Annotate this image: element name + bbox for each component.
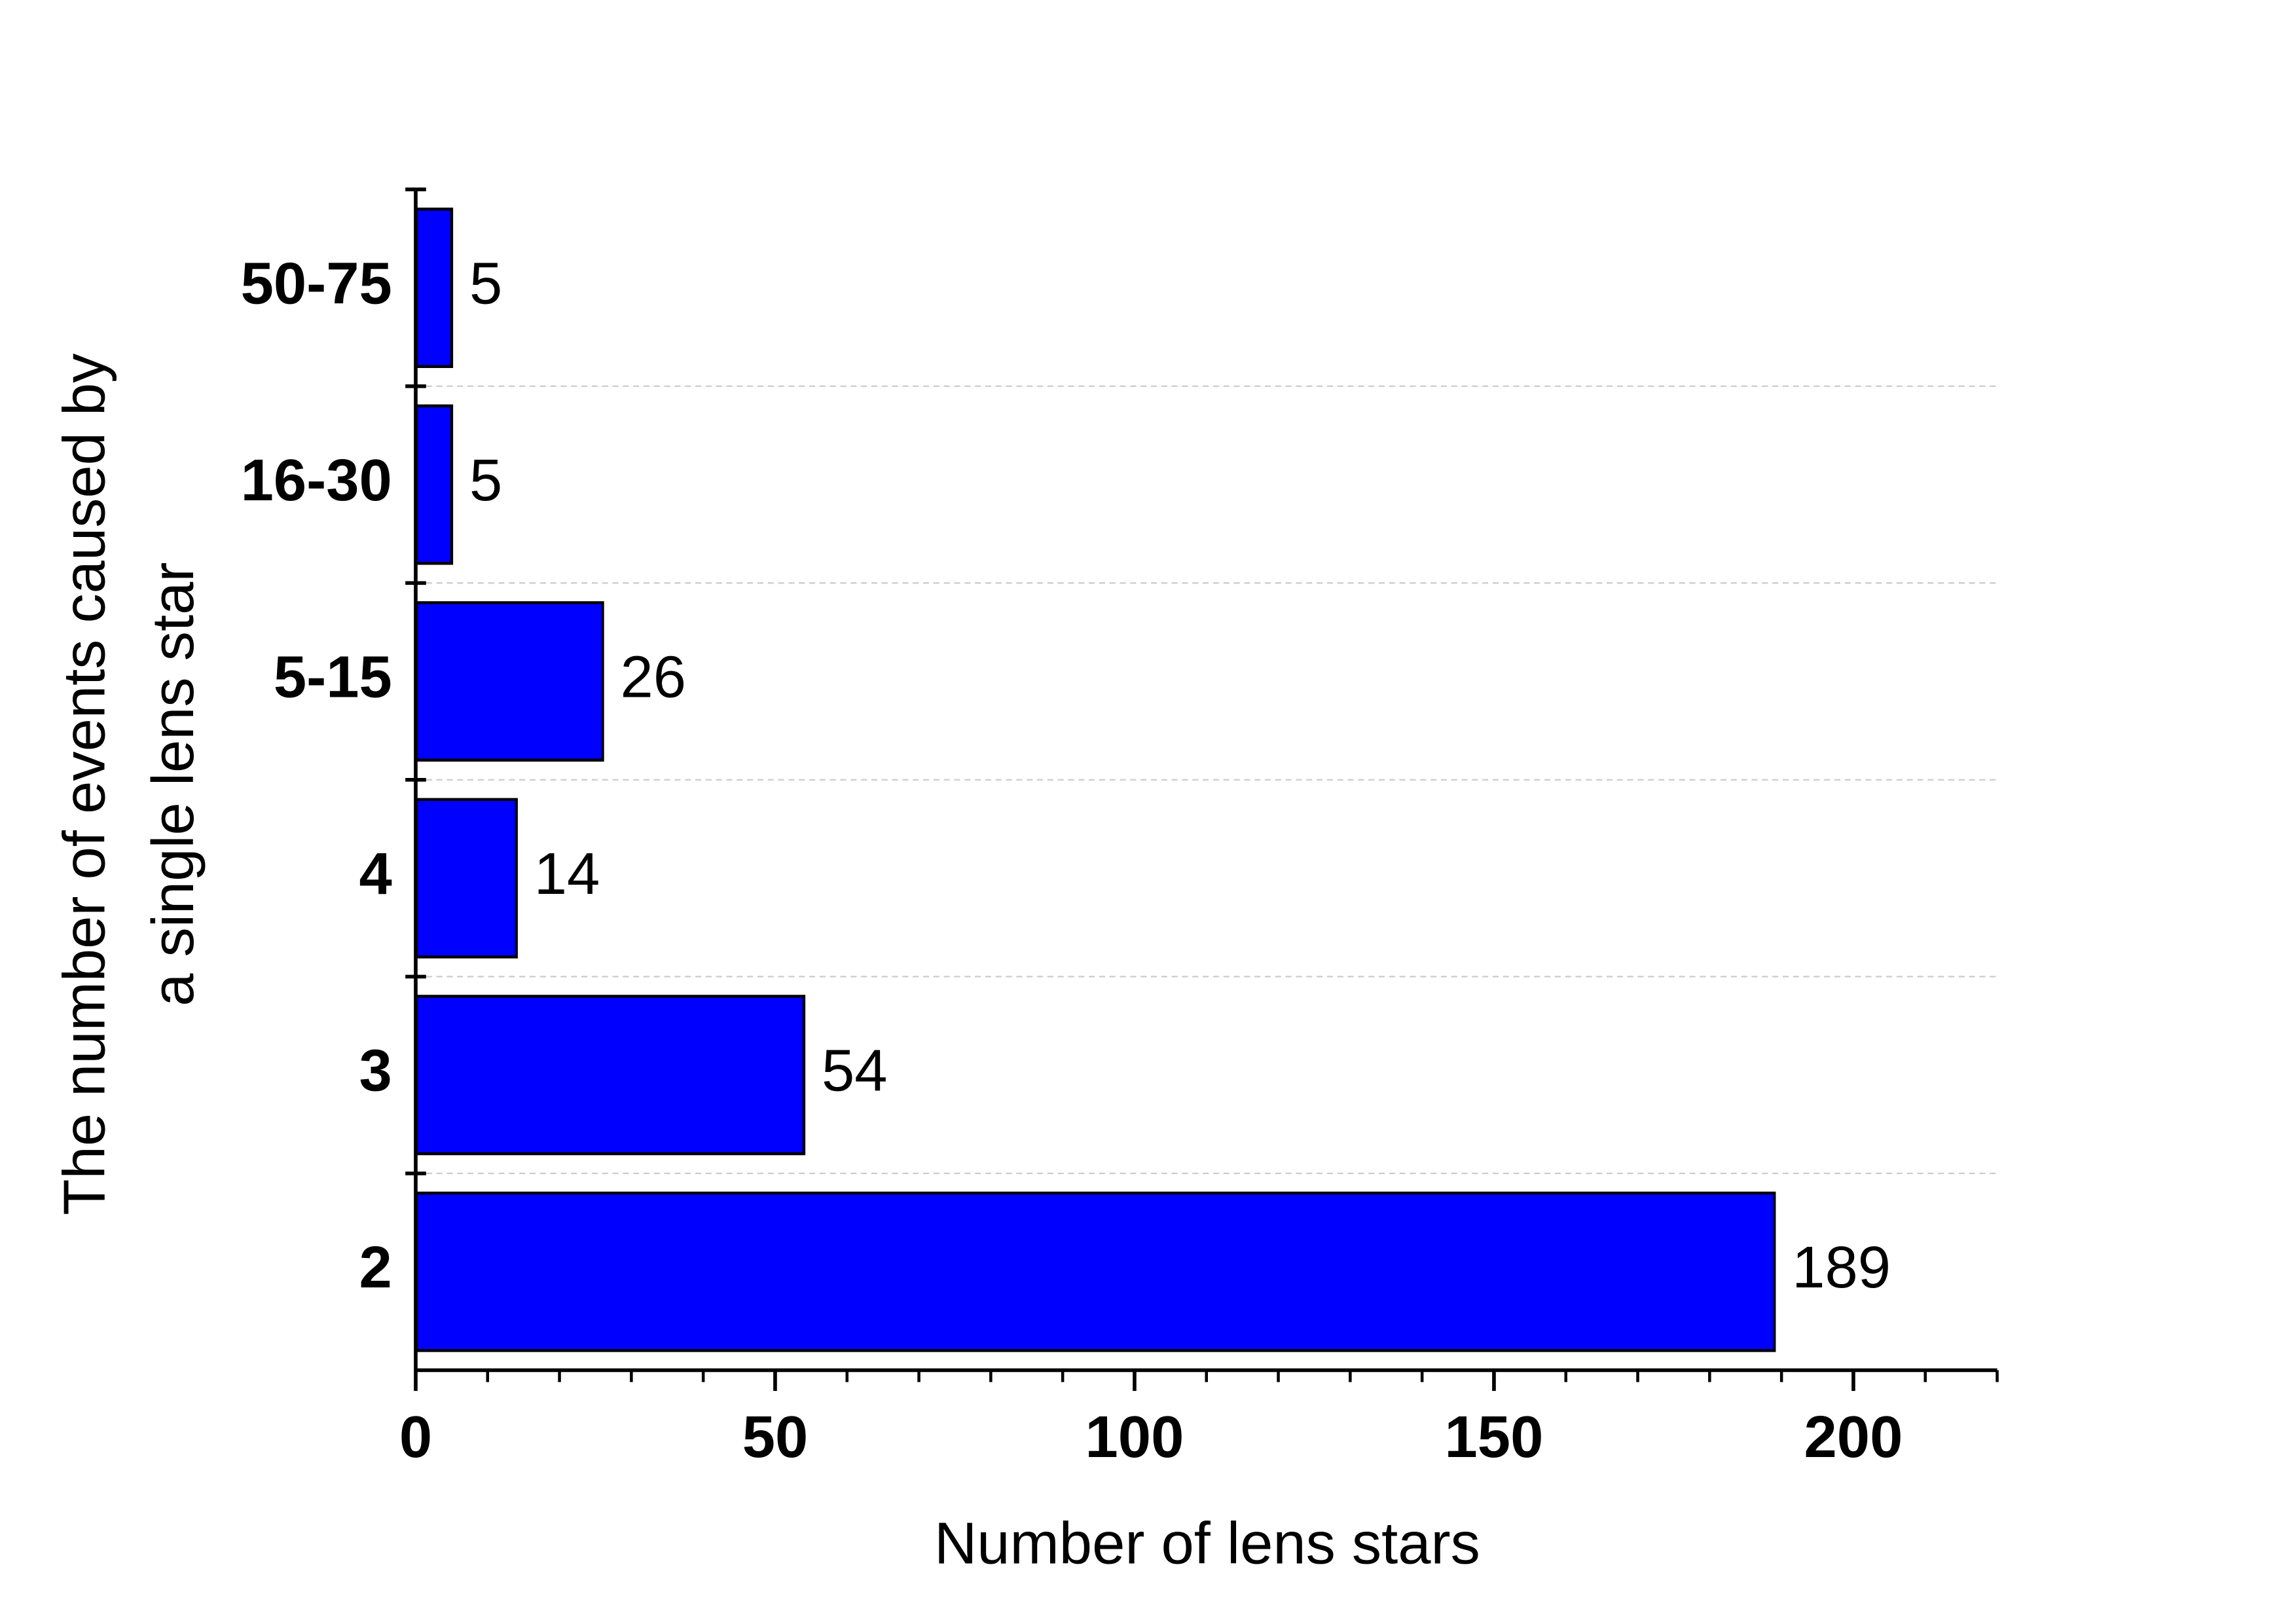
value-label: 5 xyxy=(469,250,502,316)
bar xyxy=(414,798,518,959)
bar xyxy=(414,404,454,565)
bar xyxy=(414,208,454,368)
y-axis-title-line: a single lens star xyxy=(140,563,206,1006)
value-label: 54 xyxy=(822,1038,888,1104)
bar xyxy=(414,995,806,1156)
x-axis-title: Number of lens stars xyxy=(934,1510,1480,1576)
bar xyxy=(414,1191,1776,1352)
value-label: 5 xyxy=(469,447,502,513)
y-axis-title: The number of events caused by a single … xyxy=(51,353,206,1215)
y-tick-label: 16-30 xyxy=(241,447,392,513)
x-tick-label: 50 xyxy=(742,1404,809,1470)
value-label: 26 xyxy=(621,644,687,710)
x-tick-label: 150 xyxy=(1445,1404,1544,1470)
bar xyxy=(414,601,604,762)
y-tick-label: 5-15 xyxy=(274,644,392,710)
x-tick-label: 100 xyxy=(1085,1404,1184,1470)
y-tick-label: 4 xyxy=(359,841,392,907)
x-tick-label: 0 xyxy=(399,1404,432,1470)
x-tick-label: 200 xyxy=(1804,1404,1903,1470)
value-label: 14 xyxy=(534,841,600,907)
value-label: 189 xyxy=(1792,1234,1891,1301)
y-axis-title-line: The number of events caused by xyxy=(51,353,117,1215)
y-tick-label: 2 xyxy=(359,1234,392,1301)
y-tick-label: 3 xyxy=(359,1038,392,1104)
y-tick-label: 50-75 xyxy=(241,250,392,316)
